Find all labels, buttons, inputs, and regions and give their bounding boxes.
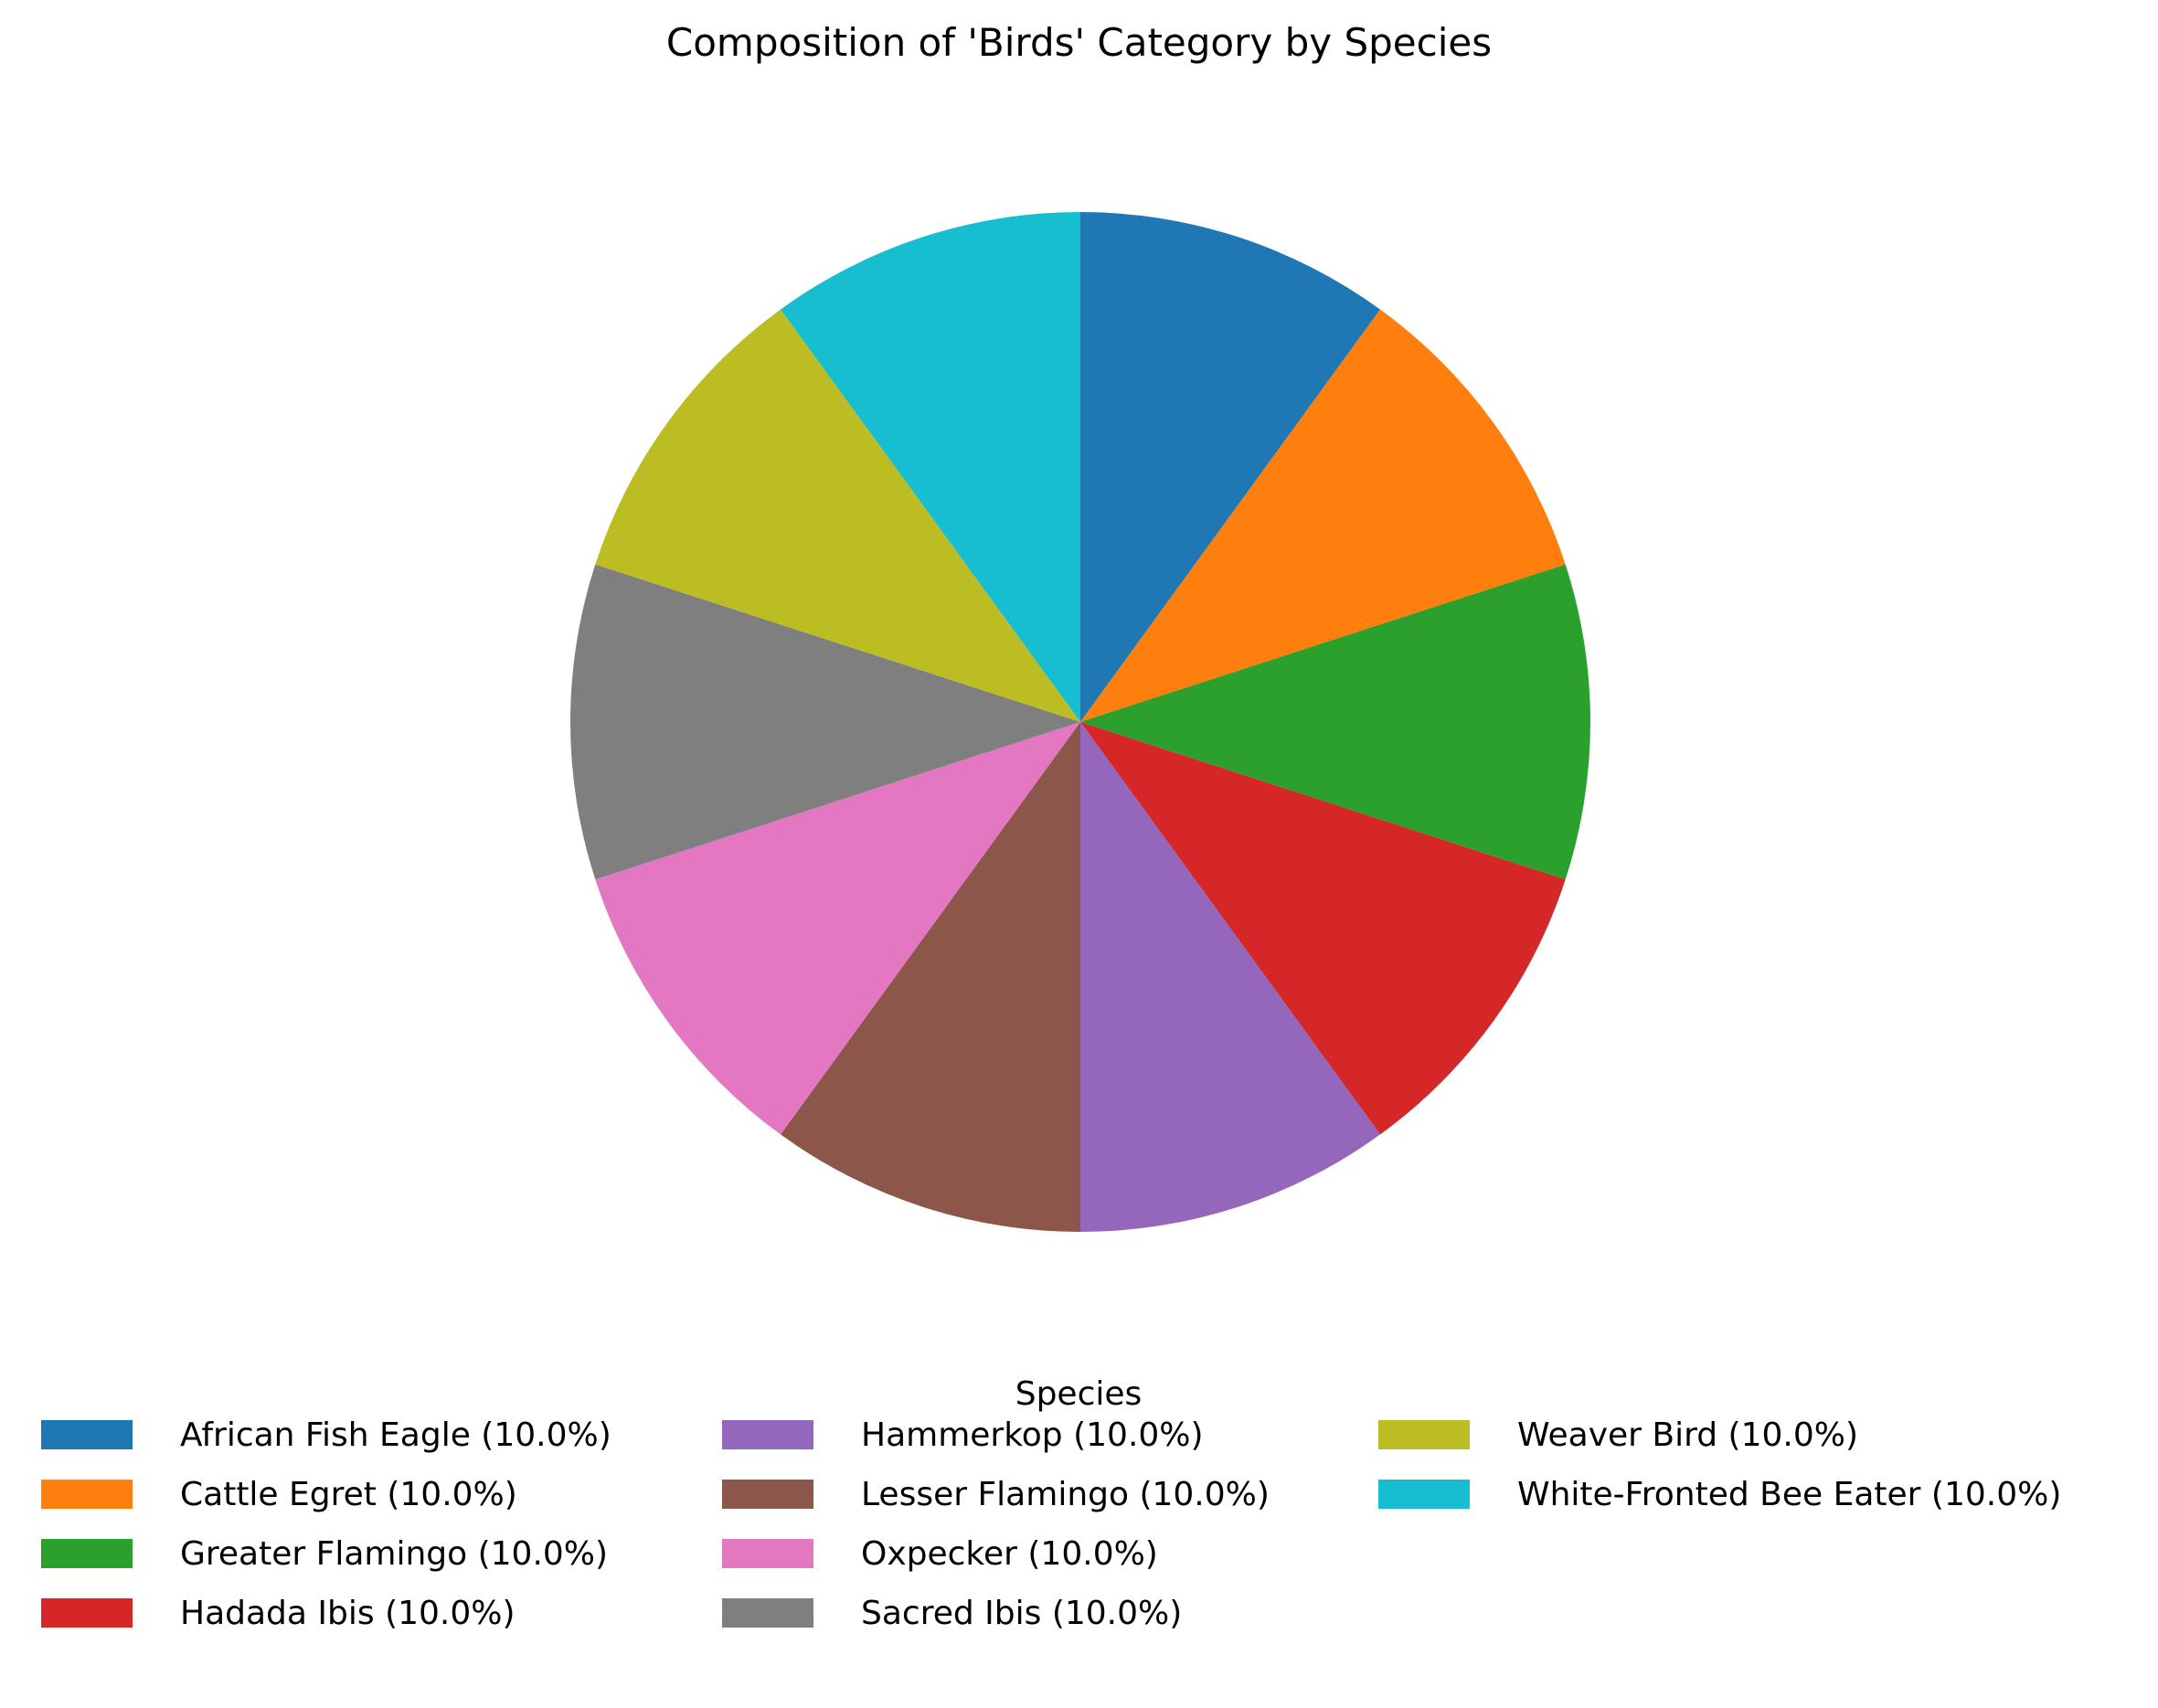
legend-item: Greater Flamingo (10.0%) (41, 1528, 608, 1579)
pie-slice-greater-flamingo (1080, 564, 1590, 880)
chart-title: Composition of 'Birds' Category by Speci… (665, 20, 1493, 65)
pie-slice-oxpecker (595, 722, 1080, 1135)
pie-slice-cattle-egret (1080, 309, 1566, 722)
legend-label: Weaver Bird (10.0%) (1517, 1416, 1859, 1454)
legend-label: Hammerkop (10.0%) (861, 1416, 1204, 1454)
legend-item: Sacred Ibis (10.0%) (722, 1587, 1182, 1639)
pie-slice-african-fish-eagle (1080, 212, 1380, 722)
legend-swatch (1378, 1420, 1470, 1449)
legend-label: Greater Flamingo (10.0%) (180, 1534, 609, 1573)
legend-label: Sacred Ibis (10.0%) (861, 1594, 1183, 1632)
legend-swatch (41, 1598, 133, 1628)
legend-swatch (41, 1539, 133, 1568)
pie-slice-weaver-bird (595, 309, 1080, 722)
legend-title: Species (1015, 1375, 1143, 1413)
legend-label: White-Fronted Bee Eater (10.0%) (1517, 1475, 2062, 1513)
legend-item: African Fish Eagle (10.0%) (41, 1409, 611, 1460)
legend-swatch (722, 1598, 813, 1628)
legend-label: Lesser Flamingo (10.0%) (861, 1475, 1270, 1513)
legend-label: Hadada Ibis (10.0%) (180, 1594, 516, 1632)
legend-item: Hadada Ibis (10.0%) (41, 1587, 516, 1639)
legend-swatch (41, 1420, 133, 1449)
pie-slice-hadada-ibis (1080, 722, 1566, 1135)
pie-slice-hammerkop (1080, 722, 1380, 1232)
legend-label: African Fish Eagle (10.0%) (180, 1416, 611, 1454)
pie-slices (570, 212, 1590, 1232)
legend-item: White-Fronted Bee Eater (10.0%) (1378, 1469, 2061, 1520)
pie-slice-sacred-ibis (570, 564, 1080, 880)
legend-item: Hammerkop (10.0%) (722, 1409, 1204, 1460)
legend-swatch (722, 1539, 813, 1568)
legend-item: Weaver Bird (10.0%) (1378, 1409, 1858, 1460)
legend-swatch (722, 1420, 813, 1449)
legend-label: Oxpecker (10.0%) (861, 1534, 1158, 1573)
pie-slice-white-fronted-bee-eater (781, 212, 1080, 722)
pie-slice-lesser-flamingo (781, 722, 1080, 1232)
legend-item: Lesser Flamingo (10.0%) (722, 1469, 1270, 1520)
legend-item: Cattle Egret (10.0%) (41, 1469, 517, 1520)
legend-label: Cattle Egret (10.0%) (180, 1475, 517, 1513)
legend-item: Oxpecker (10.0%) (722, 1528, 1158, 1579)
legend-swatch (1378, 1480, 1470, 1509)
legend-swatch (722, 1480, 813, 1509)
legend-swatch (41, 1480, 133, 1509)
